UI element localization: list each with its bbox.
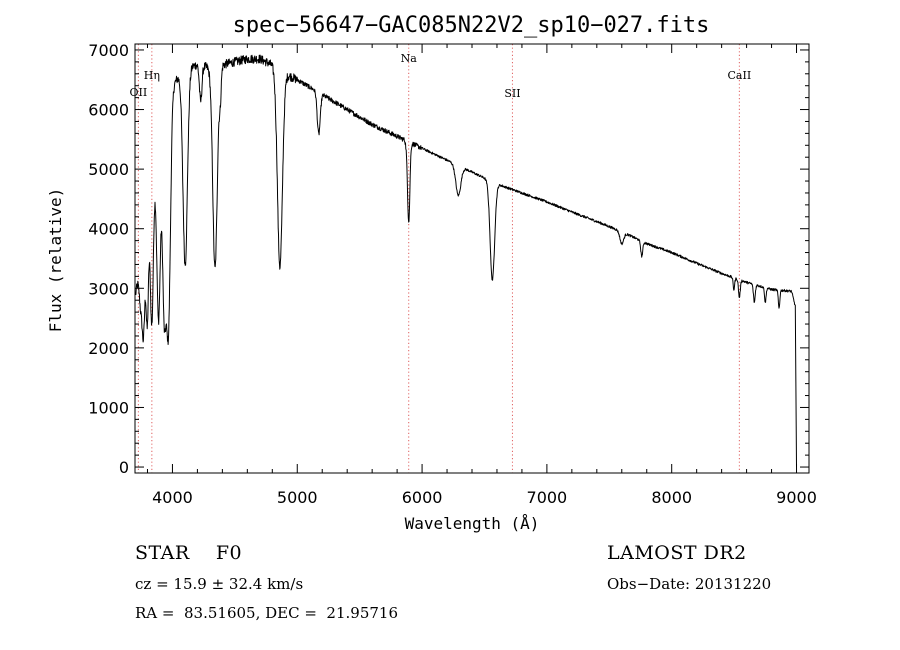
line-marker-label: Na bbox=[401, 52, 418, 65]
y-tick-label: 2000 bbox=[88, 339, 129, 358]
y-axis: 0 1000 2000 3000 4000 5000 6000 7000 bbox=[88, 41, 809, 477]
chart-title: spec−56647−GAC085N22V2_sp10−027.fits bbox=[233, 13, 710, 38]
spectrum-layer bbox=[135, 54, 797, 467]
spectrum-line bbox=[135, 54, 797, 467]
line-marker-label: SII bbox=[504, 87, 520, 100]
survey-name: LAMOST DR2 bbox=[607, 542, 747, 564]
x-tick-label: 6000 bbox=[402, 488, 443, 507]
x-tick-label: 4000 bbox=[152, 488, 193, 507]
plot-frame bbox=[134, 43, 810, 474]
line-marker-label: Hη bbox=[144, 69, 160, 82]
object-type: STAR F0 bbox=[135, 542, 243, 564]
y-tick-label: 5000 bbox=[88, 160, 129, 179]
y-axis-label: Flux (relative) bbox=[46, 188, 65, 333]
line-marker-label: CaII bbox=[728, 69, 752, 82]
x-axis-label: Wavelength (Å) bbox=[405, 514, 540, 533]
line-marker-label: OII bbox=[130, 86, 148, 99]
emission-line-markers: OII Hη Na SII CaII bbox=[130, 44, 752, 473]
y-tick-label: 1000 bbox=[88, 398, 129, 417]
x-axis: 4000 5000 6000 7000 8000 9000 bbox=[146, 44, 817, 507]
y-tick-label: 4000 bbox=[88, 220, 129, 239]
obs-date-text: Obs−Date: 20131220 bbox=[607, 575, 772, 593]
y-tick-label: 0 bbox=[119, 458, 129, 477]
y-tick-label: 7000 bbox=[88, 41, 129, 60]
spectrum-chart: spec−56647−GAC085N22V2_sp10−027.fits OII… bbox=[46, 13, 817, 533]
x-tick-label: 9000 bbox=[776, 488, 817, 507]
x-tick-label: 5000 bbox=[277, 488, 318, 507]
y-tick-label: 6000 bbox=[88, 101, 129, 120]
redshift-text: cz = 15.9 ± 32.4 km/s bbox=[135, 575, 304, 593]
x-tick-label: 7000 bbox=[527, 488, 568, 507]
x-tick-label: 8000 bbox=[651, 488, 692, 507]
y-tick-label: 3000 bbox=[88, 279, 129, 298]
coordinates-text: RA = 83.51605, DEC = 21.95716 bbox=[135, 604, 399, 622]
